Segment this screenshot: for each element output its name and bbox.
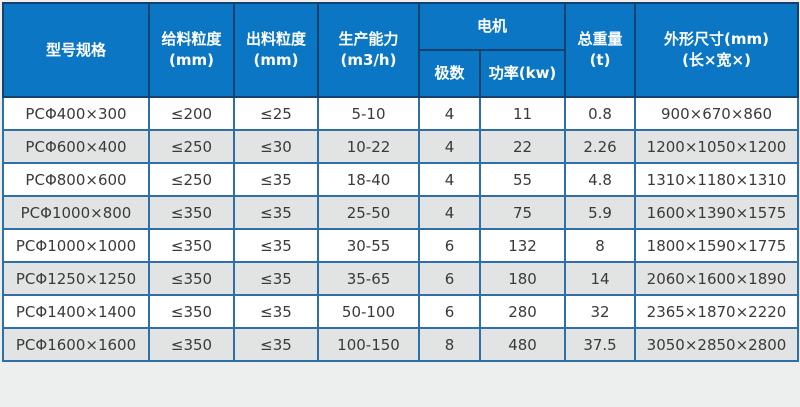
cell-motor_power: 75 [478,195,567,230]
header-feed-size: 给料粒度 (mm) [148,2,235,98]
cell-dimensions: 1800×1590×1775 [634,228,800,263]
cell-total_weight: 0.8 [564,96,637,131]
spec-table-header: 型号规格 给料粒度 (mm) 出料粒度 (mm) 生产能力 (m3/h) 电机 … [2,2,800,98]
table-row: PCΦ1000×1000 ≤350 ≤35 30-55 6 132 8 1800×1590×1… [2,228,800,263]
cell-capacity: 35-65 [317,261,420,296]
cell-feed_size: ≤350 [148,195,235,230]
cell-motor_poles: 4 [418,195,481,230]
cell-capacity: 10-22 [317,129,420,164]
cell-total_weight: 14 [564,261,637,296]
header-total-weight: 总重量 (t) [564,2,637,98]
cell-dimensions: 2060×1600×1890 [634,261,800,296]
header-capacity: 生产能力 (m3/h) [317,2,420,98]
cell-dimensions: 2365×1870×2220 [634,294,800,329]
spec-table-body: PCΦ400×300 ≤200 ≤25 5-10 4 11 0.8 900×670×860 PC… [2,96,800,362]
cell-model: PCΦ1400×1400 [2,294,150,329]
cell-model: PCΦ400×300 [2,96,150,131]
cell-dimensions: 900×670×860 [634,96,800,131]
table-row: PCΦ1250×1250 ≤350 ≤35 35-65 6 180 14 2060×1600×… [2,261,800,296]
cell-total_weight: 32 [564,294,637,329]
cell-output_size: ≤35 [233,162,319,197]
cell-capacity: 100-150 [317,327,420,362]
cell-dimensions: 1600×1390×1575 [634,195,800,230]
spec-table: 型号规格 给料粒度 (mm) 出料粒度 (mm) 生产能力 (m3/h) 电机 … [2,2,800,362]
table-row: PCΦ600×400 ≤250 ≤30 10-22 4 22 2.26 1200×1050×1… [2,129,800,164]
cell-model: PCΦ1250×1250 [2,261,150,296]
cell-model: PCΦ800×600 [2,162,150,197]
cell-total_weight: 8 [564,228,637,263]
header-motor-group: 电机 [417,2,567,51]
cell-motor_power: 11 [478,96,567,131]
cell-motor_poles: 4 [418,129,481,164]
cell-total_weight: 5.9 [564,195,637,230]
cell-motor_poles: 6 [418,261,481,296]
cell-output_size: ≤25 [233,96,319,131]
cell-feed_size: ≤200 [148,96,235,131]
cell-dimensions: 1200×1050×1200 [634,129,800,164]
table-row: PCΦ400×300 ≤200 ≤25 5-10 4 11 0.8 900×670×860 [2,96,800,131]
cell-dimensions: 3050×2850×2800 [634,327,800,362]
cell-model: PCΦ1000×800 [2,195,150,230]
header-dimensions: 外形尺寸(mm) (长×宽×) [634,2,800,98]
header-output-size: 出料粒度 (mm) [233,2,319,98]
header-motor-poles: 极数 [418,49,481,98]
cell-motor_power: 180 [478,261,567,296]
cell-feed_size: ≤250 [148,129,235,164]
cell-feed_size: ≤350 [148,327,235,362]
table-row: PCΦ1600×1600 ≤350 ≤35 100-150 8 480 37.5 3050×2… [2,327,800,362]
cell-output_size: ≤35 [233,294,319,329]
cell-motor_power: 132 [478,228,567,263]
cell-capacity: 30-55 [317,228,420,263]
cell-motor_poles: 6 [418,228,481,263]
cell-dimensions: 1310×1180×1310 [634,162,800,197]
header-model: 型号规格 [2,2,150,98]
cell-motor_power: 480 [478,327,567,362]
cell-total_weight: 2.26 [564,129,637,164]
header-motor-power: 功率(kw) [478,49,567,98]
cell-output_size: ≤35 [233,261,319,296]
cell-capacity: 50-100 [317,294,420,329]
cell-model: PCΦ1000×1000 [2,228,150,263]
cell-motor_power: 280 [478,294,567,329]
cell-output_size: ≤35 [233,327,319,362]
table-row: PCΦ1400×1400 ≤350 ≤35 50-100 6 280 32 2365×1870… [2,294,800,329]
cell-capacity: 25-50 [317,195,420,230]
cell-feed_size: ≤350 [148,294,235,329]
cell-feed_size: ≤350 [148,261,235,296]
cell-output_size: ≤35 [233,195,319,230]
table-row: PCΦ800×600 ≤250 ≤35 18-40 4 55 4.8 1310×1180×13… [2,162,800,197]
spec-table-container: 型号规格 给料粒度 (mm) 出料粒度 (mm) 生产能力 (m3/h) 电机 … [2,2,800,362]
cell-output_size: ≤30 [233,129,319,164]
cell-capacity: 18-40 [317,162,420,197]
cell-motor_power: 22 [478,129,567,164]
cell-capacity: 5-10 [317,96,420,131]
cell-output_size: ≤35 [233,228,319,263]
cell-motor_poles: 4 [418,162,481,197]
cell-motor_poles: 6 [418,294,481,329]
cell-feed_size: ≤350 [148,228,235,263]
cell-total_weight: 37.5 [564,327,637,362]
cell-feed_size: ≤250 [148,162,235,197]
table-row: PCΦ1000×800 ≤350 ≤35 25-50 4 75 5.9 1600×1390×1… [2,195,800,230]
cell-motor_poles: 8 [418,327,481,362]
cell-total_weight: 4.8 [564,162,637,197]
cell-model: PCΦ1600×1600 [2,327,150,362]
cell-model: PCΦ600×400 [2,129,150,164]
cell-motor_poles: 4 [418,96,481,131]
cell-motor_power: 55 [478,162,567,197]
